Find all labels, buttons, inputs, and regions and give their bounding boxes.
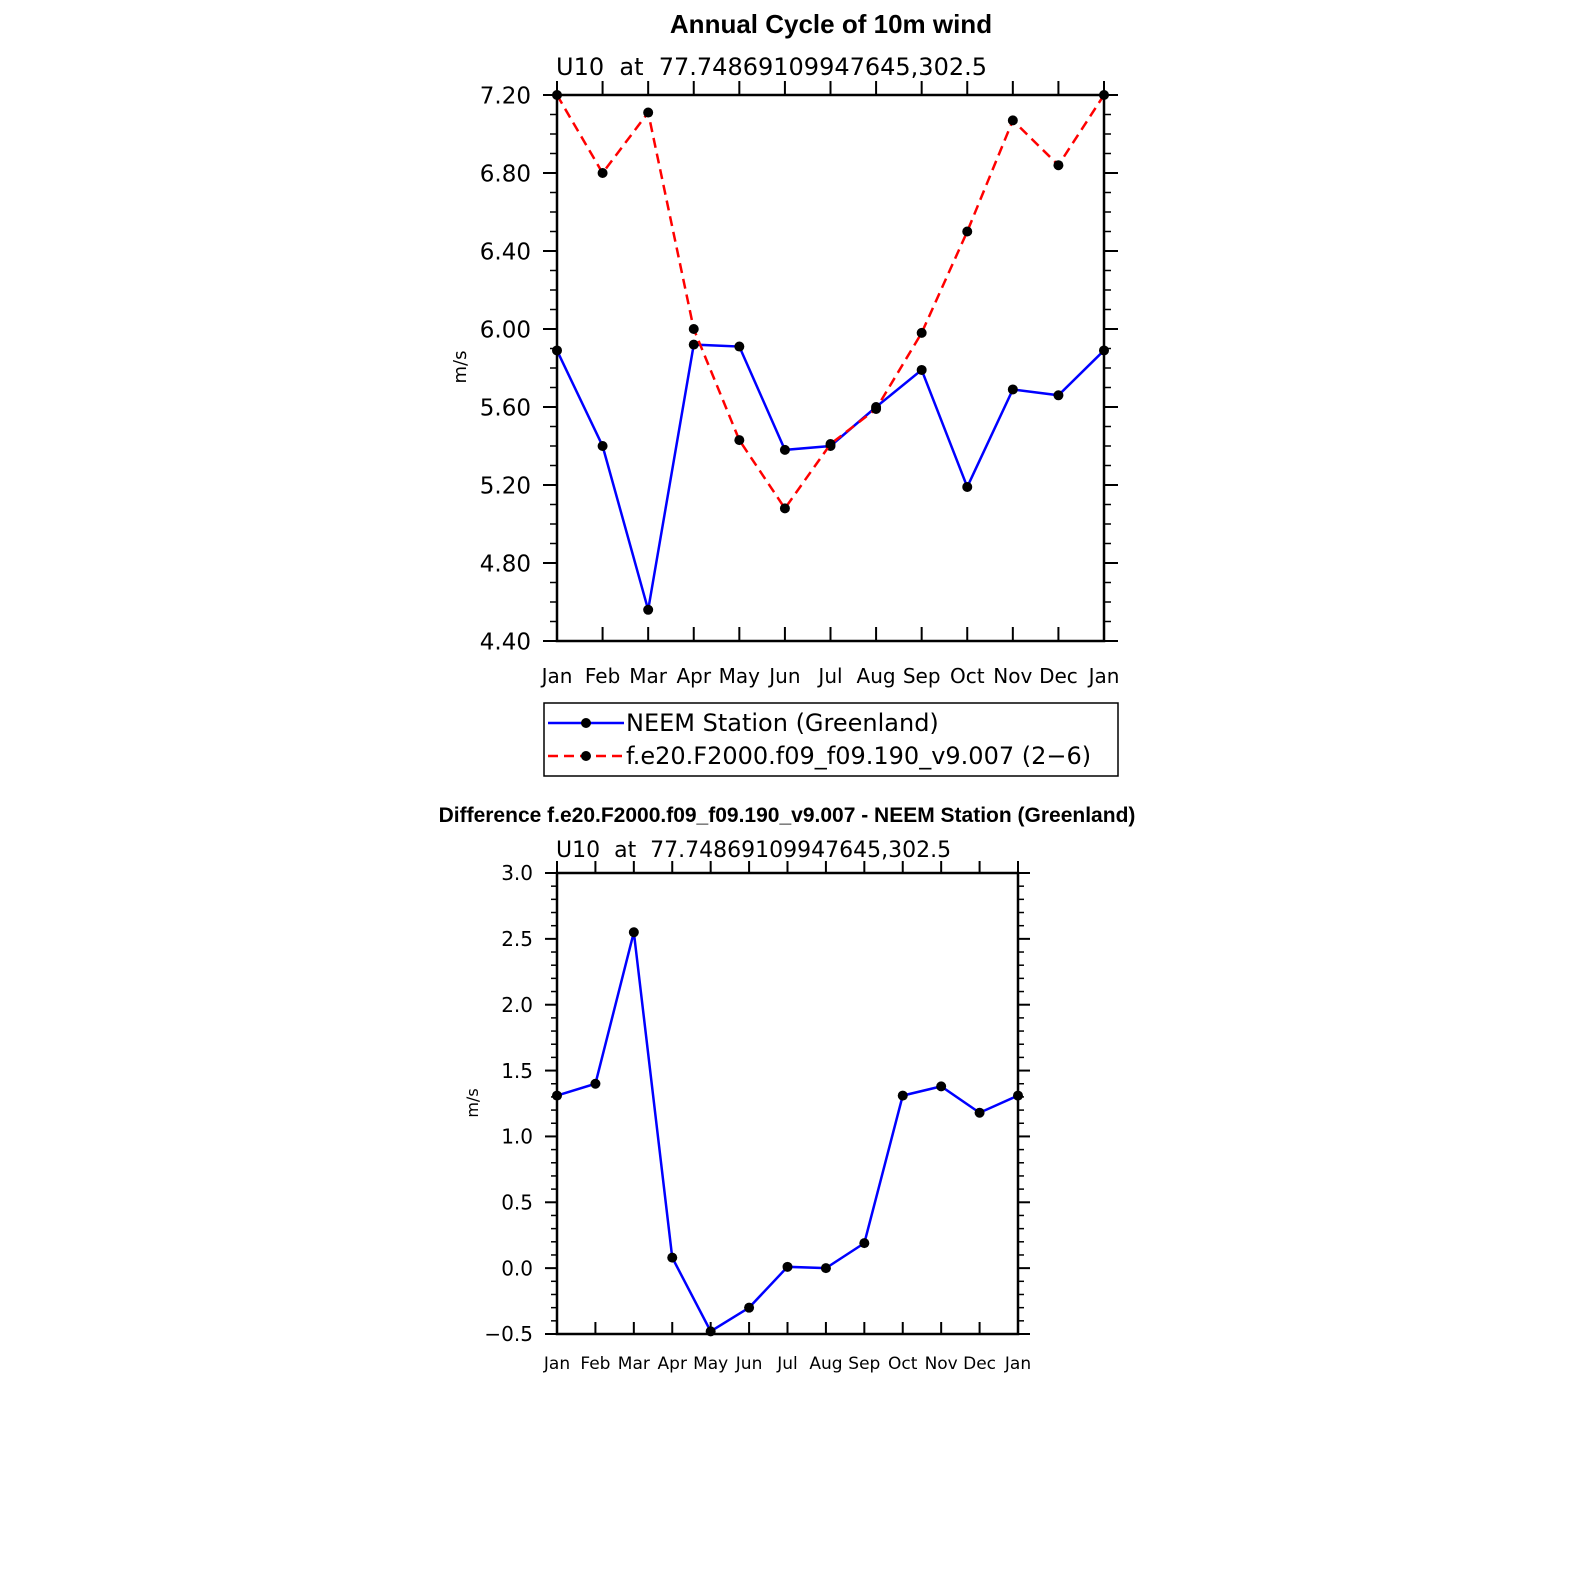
x-tick-label: Jun	[767, 664, 800, 688]
data-point	[1053, 390, 1064, 401]
data-point	[688, 339, 699, 350]
y-axis-label: m/s	[463, 1088, 482, 1117]
data-point	[779, 444, 790, 455]
data-point	[597, 441, 608, 451]
data-point	[897, 1090, 908, 1101]
data-point	[936, 1081, 947, 1092]
data-point	[643, 107, 654, 118]
x-tick-label: Nov	[993, 664, 1032, 688]
y-tick-label: 2.0	[501, 993, 533, 1017]
x-tick-label: Dec	[963, 1354, 996, 1374]
y-tick-label: 0.5	[501, 1190, 533, 1214]
data-point	[590, 1078, 601, 1089]
data-point	[628, 927, 639, 938]
data-point	[1007, 115, 1018, 126]
x-tick-label: Jan	[1087, 664, 1120, 688]
y-tick-label: 4.80	[480, 551, 531, 577]
x-tick-label: Oct	[888, 1354, 918, 1374]
axis-ticks: Jan Feb Mar Apr May Jun Jul Aug Sep Oct Nov Dec Jan−…	[484, 861, 1031, 1374]
legend-box	[543, 702, 1119, 777]
chart-subtitle: U10 at 77.74869109947645,302.5	[556, 838, 951, 863]
data-point	[779, 503, 790, 514]
x-tick-label: Feb	[585, 664, 620, 688]
x-tick-label: May	[693, 1354, 728, 1374]
chart-title: Annual Cycle of 10m wind	[670, 9, 992, 39]
x-tick-label: Sep	[903, 664, 941, 688]
y-tick-label: 5.20	[480, 473, 531, 499]
legend-label-neem: NEEM Station (Greenland)	[626, 709, 939, 737]
data-point	[734, 341, 745, 352]
x-tick-label: Aug	[809, 1354, 842, 1374]
y-tick-label: 6.00	[480, 317, 531, 343]
x-tick-label: Jan	[543, 1354, 570, 1374]
x-tick-label: Jul	[816, 664, 842, 688]
x-tick-label: Feb	[580, 1354, 610, 1374]
x-tick-label: Aug	[857, 664, 896, 688]
plot-area	[552, 927, 1023, 1337]
plot-frame	[555, 93, 1106, 643]
y-tick-label: 1.5	[501, 1059, 533, 1083]
x-tick-label: Jan	[1004, 1354, 1031, 1374]
x-tick-label: Mar	[629, 664, 668, 688]
data-point	[667, 1252, 678, 1263]
data-point	[871, 403, 882, 414]
y-tick-label: 7.20	[480, 83, 531, 109]
difference-panel: Difference f.e20.F2000.f09_f09.190_v9.00…	[439, 804, 1136, 1374]
data-point	[688, 324, 699, 334]
x-tick-label: Jun	[735, 1354, 763, 1374]
y-tick-label: 0.0	[501, 1256, 533, 1280]
x-tick-label: Nov	[925, 1354, 958, 1374]
data-point	[916, 364, 927, 375]
plot-area	[552, 90, 1109, 615]
y-tick-label: 4.40	[480, 629, 531, 655]
chart-subtitle: U10 at 77.74869109947645,302.5	[556, 53, 987, 81]
legend: NEEM Station (Greenland) f.e20.F2000.f09…	[543, 702, 1119, 777]
x-tick-label: Sep	[848, 1354, 880, 1374]
chart-title: Difference f.e20.F2000.f09_f09.190_v9.00…	[439, 804, 1136, 827]
y-tick-label: 6.80	[480, 161, 531, 187]
data-point	[643, 604, 654, 615]
legend-marker-model	[581, 751, 591, 761]
x-tick-label: Dec	[1039, 664, 1078, 688]
data-point	[734, 435, 745, 446]
data-point	[825, 439, 836, 450]
y-tick-label: 2.5	[501, 927, 533, 951]
data-point	[1053, 160, 1064, 171]
data-point	[916, 327, 927, 338]
x-tick-label: Jul	[776, 1354, 798, 1374]
data-point	[744, 1302, 755, 1313]
data-point	[859, 1238, 870, 1249]
y-tick-label: 6.40	[480, 239, 531, 265]
data-point	[1007, 384, 1018, 395]
series-line-0	[555, 343, 1105, 611]
x-tick-label: May	[719, 664, 761, 688]
data-point	[597, 168, 608, 178]
y-tick-label: 1.0	[501, 1125, 533, 1149]
x-tick-label: Apr	[676, 664, 711, 688]
data-point	[974, 1107, 985, 1118]
y-axis-label: m/s	[450, 351, 471, 384]
axis-ticks: Jan Feb Mar Apr May Jun Jul Aug Sep Oct Nov Dec Jan 4…	[480, 81, 1120, 688]
x-tick-label: Jan	[540, 664, 573, 688]
x-tick-label: Mar	[618, 1354, 650, 1374]
y-tick-label: 5.60	[480, 395, 531, 421]
y-tick-label: 3.0	[501, 861, 533, 885]
x-tick-label: Oct	[950, 664, 985, 688]
data-point	[782, 1261, 793, 1272]
y-tick-label: −0.5	[484, 1322, 533, 1346]
plot-frame	[555, 871, 1020, 1336]
legend-label-model: f.e20.F2000.f09_f09.190_v9.007 (2−6)	[626, 742, 1091, 770]
data-point	[820, 1263, 831, 1274]
annual-cycle-panel: Annual Cycle of 10m wind U10 at 77.74869…	[450, 9, 1120, 777]
x-tick-label: Apr	[658, 1354, 687, 1374]
legend-marker-neem	[581, 718, 591, 728]
data-point	[962, 226, 973, 237]
data-point	[962, 481, 973, 492]
